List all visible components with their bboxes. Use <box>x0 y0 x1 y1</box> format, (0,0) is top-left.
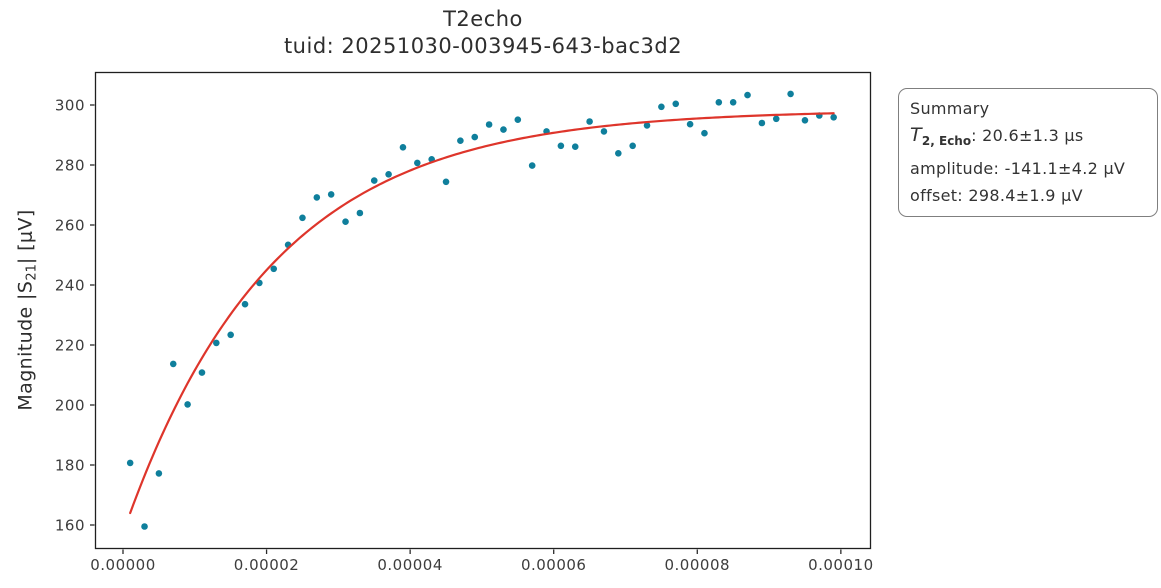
y-tick-label: 260 <box>55 217 85 235</box>
chart-header: T2echo tuid: 20251030-003945-643-bac3d2 <box>95 6 871 60</box>
data-point <box>787 90 794 98</box>
data-point <box>758 119 766 127</box>
data-point <box>715 99 723 106</box>
chart-title: T2echo <box>443 7 523 31</box>
data-point <box>615 150 622 157</box>
data-point <box>471 133 479 141</box>
data-point <box>342 218 349 225</box>
t2-symbol: T <box>910 124 922 146</box>
data-point <box>169 360 177 368</box>
summary-amplitude-line: amplitude: -141.1±4.2 μV <box>910 159 1126 178</box>
data-point <box>514 116 522 123</box>
data-point <box>686 120 694 128</box>
summary-offset-line: offset: 298.4±1.9 μV <box>910 186 1083 205</box>
data-point <box>500 126 507 133</box>
data-point <box>772 115 780 123</box>
data-point <box>457 137 464 144</box>
t2-subscript: 2, Echo <box>921 134 972 148</box>
data-point <box>270 265 278 273</box>
data-point <box>658 103 665 111</box>
data-point <box>629 142 636 150</box>
data-point <box>399 144 407 151</box>
summary-t2-line: T2, Echo: 20.6±1.3 μs <box>910 122 1146 155</box>
x-tick-label: 0.00010 <box>808 556 874 574</box>
data-point <box>744 91 751 99</box>
y-tick-label: 220 <box>55 337 85 355</box>
data-point <box>356 209 364 217</box>
data-point <box>299 214 306 222</box>
data-point <box>198 369 206 376</box>
axes-frame <box>94 71 872 550</box>
data-point <box>313 194 321 201</box>
x-tick-label: 0.00006 <box>521 556 587 574</box>
fit-line <box>129 112 835 515</box>
data-point <box>801 117 809 124</box>
data-point <box>729 99 737 106</box>
data-point <box>327 191 335 198</box>
data-point <box>701 129 708 137</box>
x-tick-label: 0.00002 <box>234 556 300 574</box>
y-tick-label: 300 <box>55 97 85 115</box>
data-point <box>385 171 392 178</box>
data-point <box>830 114 837 121</box>
data-point <box>586 118 593 125</box>
t2-value: : 20.6±1.3 μs <box>971 126 1084 145</box>
data-point <box>557 142 565 150</box>
data-point <box>241 300 249 308</box>
x-tick-label: 0.00000 <box>90 556 156 574</box>
data-point <box>485 121 493 128</box>
x-tick-label: 0.00008 <box>665 556 731 574</box>
y-tick-label: 280 <box>55 157 85 175</box>
data-point <box>600 128 608 135</box>
y-tick-label: 200 <box>55 397 85 415</box>
x-tick-label: 0.00004 <box>377 556 443 574</box>
data-point <box>155 470 163 477</box>
data-point <box>126 459 134 467</box>
data-point <box>370 177 378 184</box>
data-point <box>141 523 148 530</box>
y-tick-label: 160 <box>55 517 85 535</box>
summary-heading: Summary <box>910 99 990 118</box>
data-point <box>672 100 680 108</box>
y-tick-label: 180 <box>55 457 85 475</box>
data-point <box>227 331 234 339</box>
data-point <box>442 178 450 186</box>
data-point <box>643 122 651 129</box>
fit-summary-box: Summary T2, Echo: 20.6±1.3 μs amplitude:… <box>898 88 1158 217</box>
chart-subtitle: tuid: 20251030-003945-643-bac3d2 <box>283 34 683 58</box>
y-tick-label: 240 <box>55 277 85 295</box>
data-point <box>184 401 191 408</box>
data-point <box>213 339 220 347</box>
data-point <box>528 162 536 169</box>
data-point <box>414 159 421 167</box>
data-point <box>571 143 579 150</box>
